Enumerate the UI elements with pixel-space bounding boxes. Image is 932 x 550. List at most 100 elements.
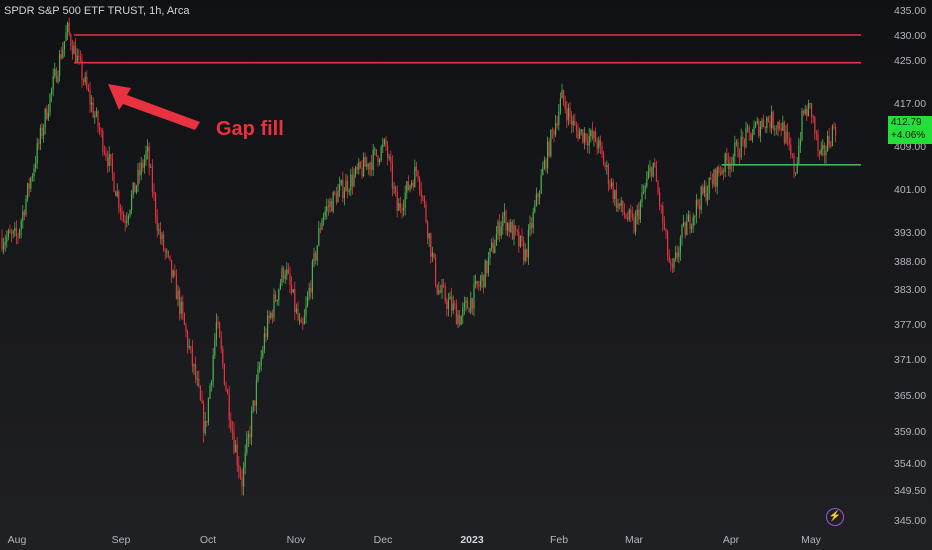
- candle-body: [679, 237, 681, 253]
- candle-body: [628, 209, 630, 220]
- candle-body: [369, 162, 371, 170]
- candle-body: [217, 322, 219, 324]
- candle-body: [820, 148, 822, 155]
- candle-body: [415, 166, 417, 171]
- candle-body: [100, 130, 102, 132]
- candle-body: [193, 364, 195, 367]
- candle-body: [327, 206, 329, 208]
- candle-body: [491, 242, 493, 249]
- candle-body: [62, 49, 64, 59]
- candle-body: [660, 206, 662, 208]
- candle-body: [459, 314, 461, 326]
- candle-body: [287, 269, 289, 274]
- candle-body: [38, 143, 40, 145]
- candle-body: [623, 211, 625, 215]
- candle-body: [433, 253, 435, 258]
- candle-body: [806, 108, 808, 117]
- candle-body: [377, 155, 379, 163]
- candle-body: [697, 200, 699, 206]
- candle-body: [315, 253, 317, 261]
- candle-body: [643, 191, 645, 193]
- candle-body: [151, 166, 153, 192]
- candle-body: [340, 180, 342, 185]
- candle-body: [313, 253, 315, 262]
- candle-body: [791, 154, 793, 156]
- candle-body: [703, 186, 705, 194]
- y-tick-label: 430.00: [894, 30, 926, 42]
- candle-body: [19, 229, 21, 237]
- annotation-arrow[interactable]: [108, 84, 200, 130]
- candle-body: [436, 284, 438, 294]
- candle-body: [67, 22, 69, 33]
- candle-body: [811, 103, 813, 117]
- candle-body: [803, 110, 805, 114]
- candle-body: [211, 380, 213, 386]
- candle-body: [292, 289, 294, 293]
- candle-body: [494, 245, 496, 253]
- candle-body: [524, 249, 526, 262]
- chart-title: SPDR S&P 500 ETF TRUST, 1h, Arca: [4, 5, 190, 17]
- candle-body: [17, 236, 19, 238]
- candle-body: [59, 53, 61, 76]
- candle-body: [22, 211, 24, 221]
- candle-body: [817, 134, 819, 151]
- candle-body: [403, 207, 405, 211]
- candle-body: [748, 127, 750, 133]
- candle-body: [396, 192, 398, 211]
- candle-body: [671, 264, 673, 268]
- candle-body: [393, 187, 395, 189]
- y-tick-label: 354.00: [894, 458, 926, 470]
- candle-body: [409, 185, 411, 190]
- candle-body: [598, 139, 600, 149]
- candle-body: [254, 400, 256, 406]
- candle-body: [593, 131, 595, 139]
- candle-body: [644, 186, 646, 192]
- candle-body: [595, 131, 597, 143]
- lightning-icon[interactable]: ⚡: [826, 508, 844, 526]
- candle-body: [65, 32, 67, 42]
- candle-body: [462, 307, 464, 317]
- candle-body: [481, 274, 483, 281]
- candle-body: [105, 152, 107, 158]
- candle-body: [46, 108, 48, 120]
- candle-body: [692, 217, 694, 227]
- x-tick-label: Apr: [723, 534, 740, 546]
- candle-body: [238, 464, 240, 471]
- candle-body: [470, 298, 472, 313]
- candle-body: [183, 313, 185, 325]
- candle-body: [575, 124, 577, 130]
- candle-body: [689, 214, 691, 230]
- candle-body: [310, 288, 312, 293]
- candle-body: [745, 128, 747, 147]
- candle-body: [633, 217, 635, 232]
- candle-body: [743, 139, 745, 147]
- y-tick-label: 393.00: [894, 227, 926, 239]
- candle-body: [324, 211, 326, 217]
- candle-body: [812, 116, 814, 118]
- candle-body: [276, 299, 278, 302]
- candle-body: [387, 145, 389, 158]
- candle-body: [455, 304, 457, 325]
- candle-body: [31, 176, 33, 179]
- candle-body: [191, 347, 193, 367]
- candle-body: [11, 232, 13, 234]
- candle-body: [431, 253, 433, 257]
- annotation-text[interactable]: Gap fill: [216, 118, 284, 140]
- candle-body: [123, 214, 125, 223]
- candle-body: [675, 252, 677, 260]
- candle-body: [654, 162, 656, 167]
- candle-body: [561, 90, 563, 99]
- candle-body: [782, 122, 784, 131]
- candle-body: [148, 146, 150, 168]
- candle-body: [9, 230, 11, 233]
- candle-body: [764, 126, 766, 128]
- candle-body: [785, 131, 787, 143]
- candle-body: [427, 221, 429, 239]
- candle-body: [199, 386, 201, 400]
- candle-body: [99, 127, 101, 131]
- candle-body: [78, 55, 80, 57]
- y-tick-label: 401.00: [894, 184, 926, 196]
- candle-body: [641, 192, 643, 203]
